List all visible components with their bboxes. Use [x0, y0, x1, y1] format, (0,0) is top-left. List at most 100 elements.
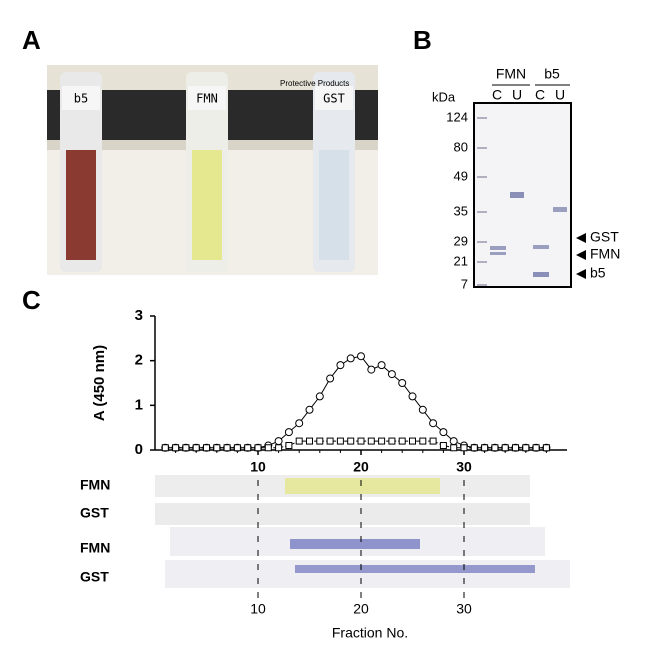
- data-point: [316, 437, 324, 445]
- data-point: [398, 437, 406, 445]
- lane-label: U: [512, 87, 522, 103]
- panel-label: C: [22, 285, 41, 315]
- data-point: [326, 437, 334, 445]
- y-tick-label: 2: [135, 352, 143, 369]
- data-point: [367, 365, 376, 374]
- data-point: [367, 437, 375, 445]
- data-point: [409, 437, 416, 445]
- resin: [319, 150, 349, 260]
- data-point: [244, 444, 252, 452]
- data-point: [336, 437, 344, 445]
- data-point: [357, 437, 365, 445]
- data-point: [460, 444, 468, 452]
- data-point: [491, 444, 499, 452]
- data-point: [378, 437, 386, 445]
- lane-label: U: [555, 87, 565, 103]
- data-point: [470, 444, 478, 452]
- resin: [66, 150, 96, 260]
- data-point: [284, 428, 293, 437]
- x-tick-label: 10: [250, 459, 266, 475]
- data-point: [254, 444, 262, 452]
- ladder-band: [477, 176, 487, 178]
- ladder-band: [477, 147, 487, 149]
- band-label: b5: [590, 265, 606, 281]
- band-label: FMN: [590, 246, 620, 262]
- y-tick-label: 3: [135, 307, 143, 324]
- data-point: [326, 374, 335, 383]
- ladder-band: [477, 211, 487, 213]
- ladder-band: [477, 284, 487, 286]
- gel-band: [295, 565, 535, 573]
- x-axis-label: Fraction No.: [332, 625, 408, 641]
- data-point: [388, 437, 396, 445]
- data-point: [264, 444, 272, 452]
- tube-strip: [155, 503, 530, 525]
- marker-label: 124: [446, 109, 468, 124]
- data-point: [295, 419, 304, 428]
- data-point: [398, 379, 407, 387]
- tube-label: b5: [74, 92, 88, 106]
- y-tick-label: 1: [135, 396, 143, 413]
- data-point: [429, 437, 437, 445]
- band: [490, 246, 506, 250]
- data-point: [233, 444, 241, 452]
- gel-bands: [490, 192, 567, 277]
- tube-cap: [62, 86, 100, 110]
- data-point: [542, 444, 550, 452]
- data-point: [285, 442, 293, 450]
- ladder-band: [477, 261, 487, 263]
- data-point: [182, 444, 190, 452]
- y-axis-label: A (450 nm): [91, 345, 108, 421]
- panel-label: A: [22, 25, 41, 55]
- series-line: [165, 355, 547, 449]
- arrow: [576, 250, 586, 260]
- data-point: [481, 444, 489, 452]
- data-point: [203, 444, 210, 452]
- data-point: [172, 444, 180, 452]
- data-point: [501, 444, 509, 452]
- series-line: [165, 440, 547, 449]
- tubes: [60, 72, 355, 272]
- data-point: [429, 419, 438, 428]
- unit-label: kDa: [432, 89, 456, 104]
- brand-text: Protective Products: [280, 79, 349, 88]
- ladder-band: [477, 241, 487, 243]
- tube-cap: [315, 86, 353, 110]
- marker-label: 21: [454, 253, 468, 268]
- data-point: [522, 444, 530, 452]
- band-label: GST: [590, 229, 619, 245]
- row-label: FMN: [80, 540, 110, 556]
- row-label: GST: [80, 505, 109, 521]
- band: [533, 245, 549, 249]
- data-point: [419, 437, 427, 445]
- data-point: [274, 437, 283, 446]
- row-label: FMN: [80, 477, 110, 493]
- data-point: [315, 392, 324, 401]
- lane-label: C: [492, 87, 502, 103]
- data-point: [306, 437, 313, 445]
- marker-label: 29: [454, 233, 468, 248]
- group-label: FMN: [496, 66, 526, 82]
- data-point: [387, 370, 396, 379]
- data-point: [408, 392, 417, 401]
- x-tick-label: 30: [456, 459, 472, 475]
- row-label: GST: [80, 569, 109, 585]
- y-tick-label: 0: [135, 441, 143, 458]
- data-point: [192, 444, 200, 452]
- data-point: [512, 444, 519, 452]
- data-point: [223, 444, 231, 452]
- data-point: [347, 437, 355, 445]
- band: [490, 252, 506, 255]
- marker-label: 80: [454, 139, 468, 154]
- gel-strip: [165, 560, 570, 588]
- tube-cap: [188, 86, 226, 110]
- data-point: [336, 361, 345, 370]
- data-point: [439, 428, 448, 437]
- x-tick-label: 30: [456, 601, 472, 617]
- x-tick-label: 20: [353, 601, 369, 617]
- band: [533, 272, 549, 277]
- group-label: b5: [544, 66, 560, 82]
- arrow: [576, 269, 586, 279]
- band: [510, 192, 524, 198]
